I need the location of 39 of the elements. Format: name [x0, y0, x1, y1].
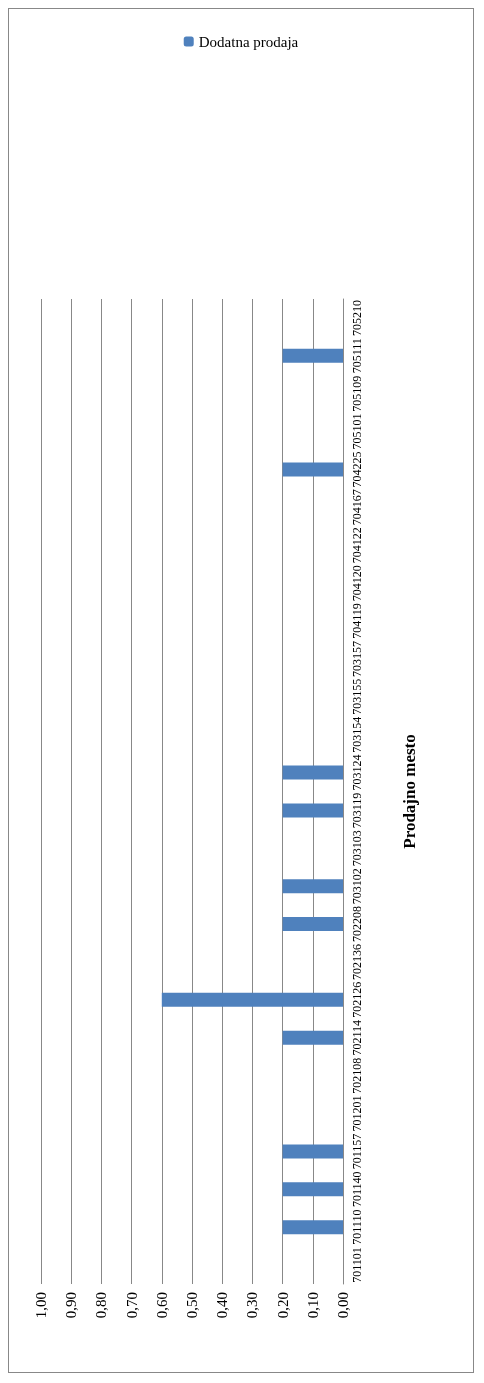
- y-tick-label: 704167: [350, 489, 364, 526]
- y-tick-label: 703155: [350, 678, 364, 715]
- x-tick-label: 0,30: [244, 1292, 261, 1319]
- y-tick-label: 703102: [350, 868, 364, 905]
- y-tick-label: 704120: [350, 565, 364, 602]
- y-tick-label: 704122: [350, 527, 364, 564]
- y-tick-label: 705109: [350, 375, 364, 412]
- x-tick-label: 0,60: [153, 1292, 170, 1319]
- y-tick-label: 702108: [350, 1057, 364, 1094]
- y-tick-label: 701101: [350, 1247, 364, 1283]
- x-tick-label: 0,40: [214, 1292, 231, 1319]
- y-tick-label: 704119: [350, 603, 364, 639]
- y-tick-label: 702208: [350, 906, 364, 943]
- y-tick-label: 704225: [350, 451, 364, 488]
- legend-label: Dodatna prodaja: [198, 33, 299, 50]
- x-tick-label: 1,00: [33, 1292, 49, 1319]
- y-tick-label: 701140: [350, 1171, 364, 1208]
- y-tick-label: 702114: [350, 1019, 364, 1056]
- y-axis-title: Prodajno mesto: [400, 734, 419, 849]
- x-tick-label: 0,50: [184, 1292, 200, 1319]
- y-tick-label: 705111: [350, 338, 364, 374]
- y-tick-label: 702126: [350, 981, 364, 1018]
- x-tick-label: 0,20: [274, 1292, 291, 1319]
- y-tick-label: 703124: [350, 754, 364, 791]
- y-tick-label: 701110: [350, 1209, 364, 1245]
- y-tick-label: 701201: [350, 1095, 364, 1132]
- y-tick-label: 703103: [350, 830, 364, 867]
- y-tick-label: 702136: [350, 943, 364, 980]
- x-tick-label: 0,00: [335, 1292, 351, 1319]
- y-tick-label: 703157: [350, 640, 364, 677]
- x-tick-label: 0,70: [123, 1292, 140, 1319]
- y-tick-label: 705101: [350, 413, 364, 450]
- y-tick-label: 703119: [350, 792, 364, 829]
- y-tick-label: 703154: [350, 716, 364, 753]
- x-tick-label: 0,10: [304, 1292, 321, 1319]
- y-tick-label: 705210: [350, 299, 364, 336]
- y-tick-label: 701157: [350, 1133, 364, 1170]
- x-tick-label: 0,80: [93, 1292, 110, 1319]
- x-tick-label: 0,90: [63, 1292, 80, 1319]
